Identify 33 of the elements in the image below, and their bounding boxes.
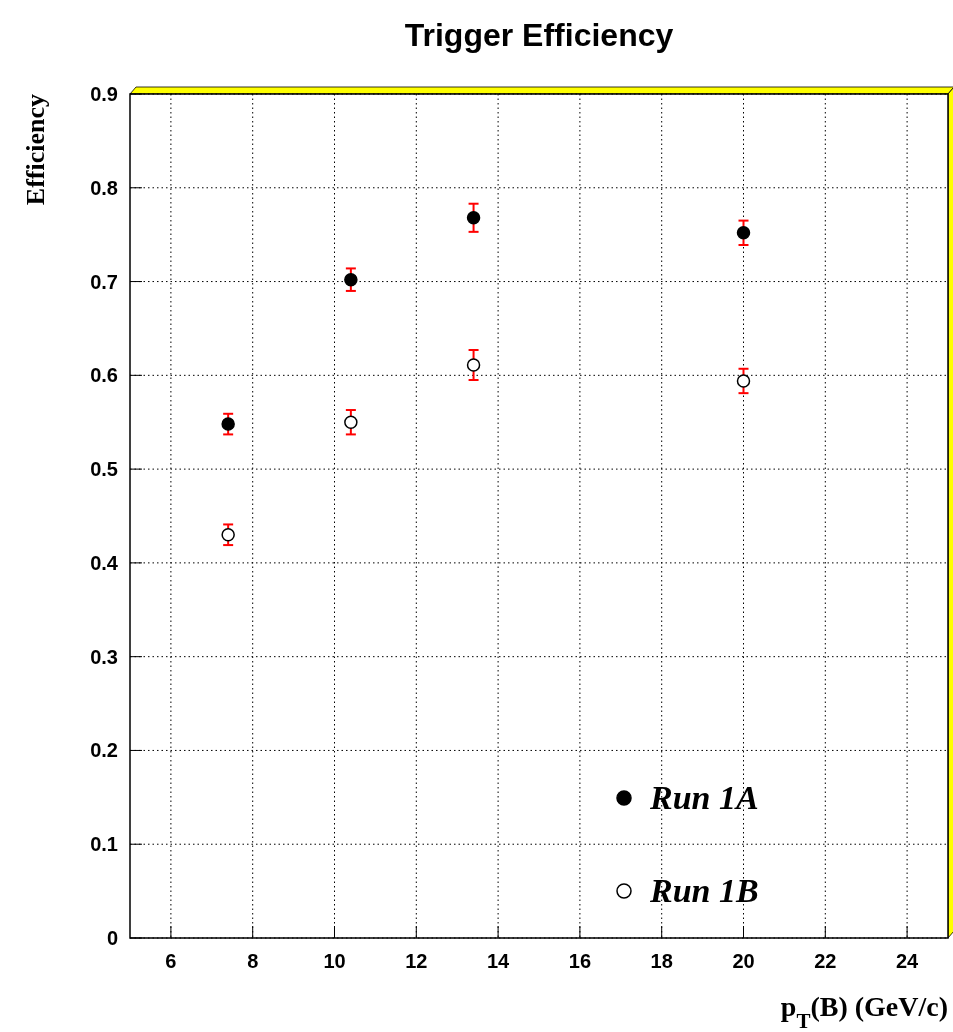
point — [344, 415, 358, 429]
x-tick-label: 10 — [323, 950, 346, 972]
chart-title: Trigger Efficiency — [404, 17, 674, 53]
point — [466, 211, 481, 225]
x-tick-label: 18 — [650, 950, 673, 972]
point — [221, 528, 235, 542]
legend-label: Run 1B — [649, 872, 759, 909]
y-tick-label: 0 — [106, 927, 118, 949]
y-tick-label: 0.1 — [90, 833, 118, 856]
y-tick-label: 0.2 — [90, 739, 118, 762]
x-tick-label: 16 — [568, 950, 592, 972]
x-tick-label: 14 — [486, 950, 511, 972]
x-tick-label: 6 — [165, 950, 177, 972]
x-tick-label: 24 — [895, 950, 920, 972]
x-tick-label: 8 — [247, 950, 259, 972]
y-tick-label: 0.3 — [90, 645, 118, 668]
y-tick-label: 0.9 — [90, 83, 118, 105]
point — [736, 226, 751, 240]
y-tick-label: 0.8 — [90, 176, 118, 199]
y-tick-label: 0.4 — [90, 551, 119, 574]
x-tick-label: 20 — [732, 950, 755, 972]
point — [344, 272, 358, 287]
y-tick-label: 0.5 — [90, 458, 118, 481]
legend-label: Run 1A — [649, 779, 759, 816]
y-tick-label: 0.7 — [90, 270, 118, 293]
y-axis-title: Efficiency — [21, 94, 50, 206]
x-axis-title: p$_{T}$(B) (GeV/c) — [780, 991, 948, 1032]
point — [736, 374, 751, 388]
y-tick-label: 0.6 — [90, 364, 118, 387]
point — [221, 417, 235, 431]
x-tick-label: 12 — [405, 950, 428, 972]
point — [466, 358, 481, 372]
x-tick-label: 22 — [814, 950, 837, 972]
